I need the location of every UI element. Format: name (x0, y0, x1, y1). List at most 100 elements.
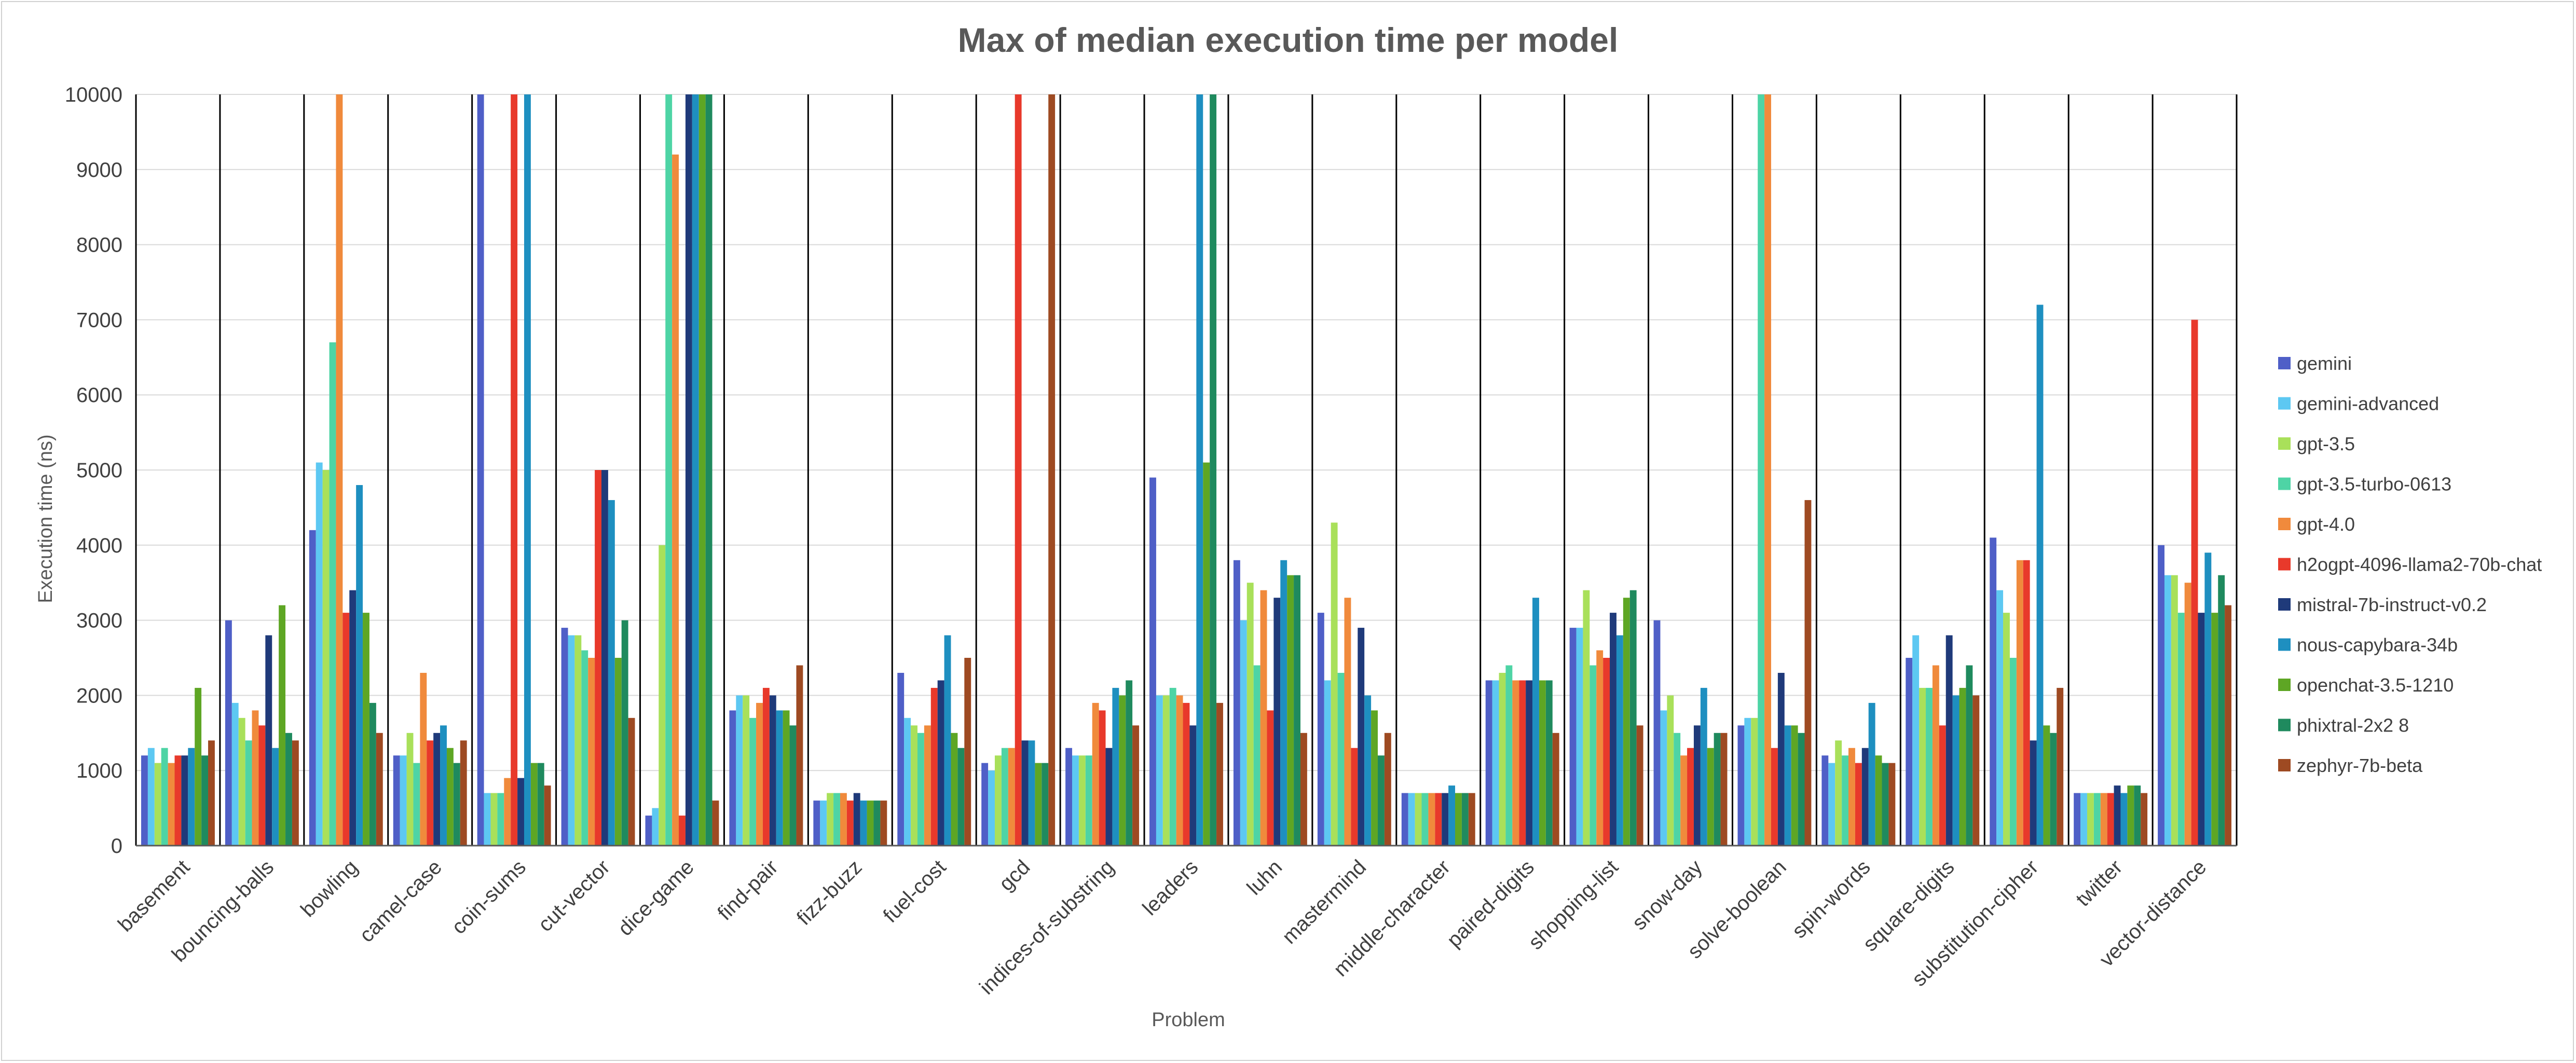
bar-paired-digits-gpt-4.0 (1512, 680, 1519, 846)
bar-leaders-h2ogpt-4096-llama2-70b-chat (1183, 702, 1190, 846)
bar-vector-distance-gpt-3.5 (2171, 575, 2178, 846)
x-tick-label: basement (114, 855, 194, 936)
x-tick-label: spin-words (1788, 855, 1875, 943)
bar-indices-of-substring-phixtral-2x2-8 (1126, 680, 1133, 846)
bar-shopping-list-mistral-7b-instruct-v0.2 (1610, 613, 1616, 846)
legend-swatch (2278, 437, 2291, 450)
bar-gcd-h2ogpt-4096-llama2-70b-chat (1015, 94, 1022, 846)
bar-indices-of-substring-gpt-4.0 (1092, 702, 1099, 846)
bar-basement-gemini-advanced (147, 748, 155, 846)
bar-paired-digits-zephyr-7b-beta (1552, 733, 1559, 846)
bar-bouncing-balls-phixtral-2x2-8 (285, 733, 292, 846)
bar-bowling-nous-capybara-34b (356, 485, 363, 846)
bar-indices-of-substring-nous-capybara-34b (1112, 687, 1119, 846)
bars (141, 94, 2231, 846)
bar-coin-sums-gpt-3.5-turbo-0613 (497, 793, 504, 846)
bar-mastermind-nous-capybara-34b (1364, 695, 1372, 846)
bar-camel-case-zephyr-7b-beta (460, 740, 467, 846)
bar-bowling-gemini (309, 530, 316, 846)
bar-dice-game-zephyr-7b-beta (712, 800, 719, 846)
bar-solve-boolean-zephyr-7b-beta (1804, 500, 1812, 846)
legend-swatch (2278, 477, 2291, 490)
x-tick-label: fuel-cost (879, 855, 951, 927)
bar-square-digits-h2ogpt-4096-llama2-70b-chat (1939, 725, 1946, 846)
bar-shopping-list-gpt-4.0 (1596, 650, 1604, 846)
x-tick-label: cut-vector (534, 855, 614, 936)
bar-middle-character-gpt-3.5 (1415, 793, 1422, 846)
bar-snow-day-gpt-3.5 (1667, 695, 1674, 846)
bar-basement-gpt-4.0 (168, 763, 175, 846)
x-tick-label: snow-day (1628, 855, 1707, 934)
bar-find-pair-gemini (729, 710, 736, 846)
bar-mastermind-gpt-3.5-turbo-0613 (1337, 672, 1345, 846)
bar-fuel-cost-openchat-3.5-1210 (951, 733, 958, 846)
bar-camel-case-gpt-3.5-turbo-0613 (413, 763, 420, 846)
bar-fizz-buzz-gpt-3.5-turbo-0613 (833, 793, 840, 846)
x-tick-label: coin-sums (447, 855, 530, 938)
bar-coin-sums-phixtral-2x2-8 (537, 763, 544, 846)
x-tick-label: luhn (1243, 855, 1287, 900)
legend-label: gemini (2297, 353, 2352, 374)
bar-substitution-cipher-gemini-advanced (1996, 590, 2004, 846)
bar-paired-digits-mistral-7b-instruct-v0.2 (1526, 680, 1533, 846)
bar-spin-words-gpt-4.0 (1848, 748, 1855, 846)
bar-indices-of-substring-mistral-7b-instruct-v0.2 (1105, 748, 1113, 846)
bar-gcd-gemini-advanced (988, 770, 995, 846)
bar-mastermind-zephyr-7b-beta (1384, 733, 1391, 846)
bar-coin-sums-gemini (477, 94, 484, 846)
bar-shopping-list-gemini-advanced (1576, 628, 1583, 846)
bar-bowling-zephyr-7b-beta (376, 733, 383, 846)
y-tick-label: 0 (111, 835, 122, 858)
bar-snow-day-nous-capybara-34b (1700, 687, 1707, 846)
bar-camel-case-mistral-7b-instruct-v0.2 (433, 733, 441, 846)
legend-label: mistral-7b-instruct-v0.2 (2297, 594, 2487, 615)
legend-label: gpt-3.5-turbo-0613 (2297, 474, 2451, 495)
bar-vector-distance-zephyr-7b-beta (2225, 605, 2231, 846)
bar-bowling-gpt-4.0 (336, 94, 343, 846)
bar-bouncing-balls-nous-capybara-34b (272, 748, 279, 846)
x-axis-title: Problem (1152, 1009, 1225, 1031)
bar-dice-game-gpt-3.5-turbo-0613 (665, 94, 673, 846)
bar-gcd-gpt-3.5 (995, 755, 1002, 846)
legend-swatch (2278, 759, 2291, 771)
bar-fizz-buzz-mistral-7b-instruct-v0.2 (853, 793, 860, 846)
bar-middle-character-h2ogpt-4096-llama2-70b-chat (1435, 793, 1442, 846)
bar-leaders-mistral-7b-instruct-v0.2 (1189, 725, 1197, 846)
bar-fizz-buzz-phixtral-2x2-8 (873, 800, 881, 846)
bar-gcd-openchat-3.5-1210 (1035, 763, 1042, 846)
bar-middle-character-mistral-7b-instruct-v0.2 (1442, 793, 1449, 846)
bar-find-pair-phixtral-2x2-8 (789, 725, 797, 846)
bar-bouncing-balls-gemini-advanced (231, 702, 239, 846)
bar-vector-distance-mistral-7b-instruct-v0.2 (2198, 613, 2205, 846)
bar-bouncing-balls-gpt-4.0 (252, 710, 259, 846)
bar-twitter-gemini-advanced (2080, 793, 2087, 846)
legend-label: gpt-4.0 (2297, 514, 2355, 535)
bar-find-pair-gpt-3.5-turbo-0613 (749, 717, 757, 846)
bar-basement-nous-capybara-34b (188, 748, 195, 846)
bar-leaders-zephyr-7b-beta (1216, 702, 1223, 846)
bar-solve-boolean-gpt-3.5-turbo-0613 (1758, 94, 1765, 846)
bar-fizz-buzz-openchat-3.5-1210 (867, 800, 874, 846)
bar-mastermind-gpt-3.5 (1331, 522, 1338, 846)
bar-mastermind-gemini-advanced (1324, 680, 1331, 846)
bar-vector-distance-nous-capybara-34b (2204, 553, 2212, 846)
bar-gcd-nous-capybara-34b (1028, 740, 1035, 846)
bar-find-pair-gpt-3.5 (743, 695, 750, 846)
bar-substitution-cipher-zephyr-7b-beta (2057, 687, 2064, 846)
legend-label: zephyr-7b-beta (2297, 755, 2423, 776)
bar-mastermind-openchat-3.5-1210 (1371, 710, 1378, 846)
bar-coin-sums-zephyr-7b-beta (544, 785, 551, 846)
bar-bowling-h2ogpt-4096-llama2-70b-chat (342, 613, 350, 846)
bar-fuel-cost-gpt-3.5-turbo-0613 (917, 733, 924, 846)
bar-solve-boolean-mistral-7b-instruct-v0.2 (1777, 672, 1785, 846)
bar-paired-digits-gemini-advanced (1492, 680, 1499, 846)
chart-title: Max of median execution time per model (958, 21, 1619, 59)
bar-find-pair-mistral-7b-instruct-v0.2 (769, 695, 776, 846)
x-tick-label: fizz-buzz (792, 855, 867, 930)
bar-fizz-buzz-gpt-4.0 (840, 793, 847, 846)
bar-square-digits-gpt-3.5 (1919, 687, 1926, 846)
bar-cut-vector-openchat-3.5-1210 (614, 658, 622, 846)
bar-indices-of-substring-zephyr-7b-beta (1132, 725, 1140, 846)
bar-fuel-cost-h2ogpt-4096-llama2-70b-chat (930, 687, 938, 846)
